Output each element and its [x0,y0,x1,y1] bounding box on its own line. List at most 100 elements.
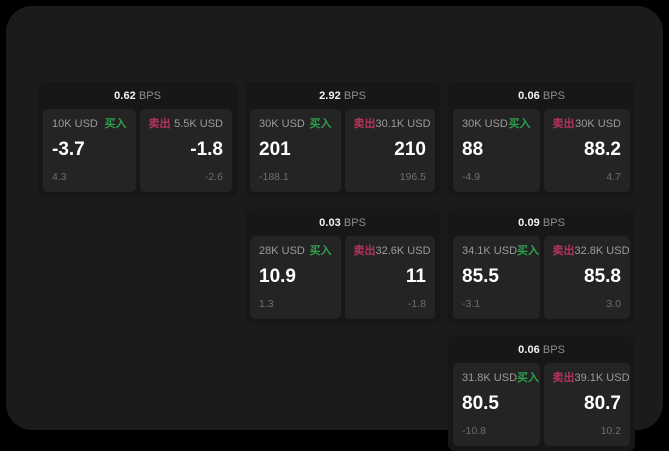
sell-price: 11 [405,266,426,287]
sell-panel[interactable]: 卖出 32.6K USD 11 -1.8 [344,236,435,319]
bps-value: 0.03 [319,217,341,229]
bps-value: 0.06 [518,90,540,102]
sell-tag: 卖出 [552,245,575,257]
sell-panel-top: 卖出 32.8K USD [552,245,630,258]
sell-delta: -1.8 [407,298,426,310]
sell-panel[interactable]: 卖出 30K USD 88.2 4.7 [543,109,630,192]
sell-panel-top: 卖出 39.1K USD [552,372,630,385]
sell-tag: 卖出 [353,245,376,257]
sell-price: 85.8 [584,266,621,287]
buy-delta: -4.9 [462,171,481,183]
bps-header: 0.06 BPS [453,88,630,109]
sell-delta: 3.0 [606,298,621,310]
buy-delta: 1.3 [259,298,274,310]
sell-panel-top: 卖出 30.1K USD [354,118,431,131]
buy-panel-top: 28K USD 买入 [259,245,332,258]
sell-size: 30.1K USD [375,118,431,130]
sell-size: 32.8K USD [574,245,630,257]
quote-column: 2.92 BPS 30K USD 买入 201 -188.1 卖出 30.1K USD 210 1… [245,82,440,324]
side-row: 30K USD 买入 201 -188.1 卖出 30.1K USD 210 196.5 [250,109,435,192]
sell-panel-top: 卖出 30K USD [553,118,622,131]
bps-value: 2.92 [319,90,341,102]
sell-size: 5.5K USD [174,118,223,130]
buy-size: 31.8K USD [462,372,518,384]
buy-tag: 买入 [517,245,540,257]
buy-panel[interactable]: 28K USD 买入 10.9 1.3 [250,236,341,319]
buy-panel[interactable]: 30K USD 买入 201 -188.1 [250,109,341,192]
sell-delta: 10.2 [600,425,621,437]
sell-tag: 卖出 [552,118,575,130]
side-row: 10K USD 买入 -3.7 4.3 卖出 5.5K USD -1.8 -2.6 [43,109,232,192]
sell-panel-top: 卖出 32.6K USD [353,245,431,258]
side-row: 34.1K USD 买入 85.5 -3.1 卖出 32.8K USD 85.8 3.0 [453,236,630,319]
bps-value: 0.09 [518,217,540,229]
buy-size: 28K USD [259,245,305,257]
quote-card[interactable]: 0.09 BPS 34.1K USD 买入 85.5 -3.1 卖出 32.8K USD 85.… [448,209,635,324]
buy-size: 34.1K USD [462,245,518,257]
buy-price: 10.9 [259,266,296,287]
sell-panel-top: 卖出 5.5K USD [149,118,224,131]
sell-delta: -2.6 [204,171,223,183]
buy-tag: 买入 [508,118,531,130]
buy-panel[interactable]: 34.1K USD 买入 85.5 -3.1 [453,236,540,319]
buy-delta: -10.8 [462,425,486,437]
bps-value: 0.62 [114,90,136,102]
sell-price: 210 [394,139,426,160]
bps-header: 2.92 BPS [250,88,435,109]
side-row: 31.8K USD 买入 80.5 -10.8 卖出 39.1K USD 80.7 10.2 [453,363,630,446]
app-surface: 0.62 BPS 10K USD 买入 -3.7 4.3 卖出 5.5K USD -1.8 -2.… [6,6,663,451]
bps-header: 0.03 BPS [250,215,435,236]
buy-size: 30K USD [462,118,508,130]
bps-header: 0.62 BPS [43,88,232,109]
sell-price: -1.8 [190,139,223,160]
bps-unit-label: BPS [138,90,161,102]
bps-unit-label: BPS [343,217,366,229]
bps-unit-label: BPS [542,217,565,229]
bps-unit-label: BPS [542,344,565,356]
quote-card[interactable]: 2.92 BPS 30K USD 买入 201 -188.1 卖出 30.1K USD 210 1… [245,82,440,197]
side-row: 28K USD 买入 10.9 1.3 卖出 32.6K USD 11 -1.8 [250,236,435,319]
bps-unit-label: BPS [343,90,366,102]
buy-delta: -3.1 [462,298,481,310]
sell-panel[interactable]: 卖出 39.1K USD 80.7 10.2 [543,363,630,446]
bps-value: 0.06 [518,344,540,356]
sell-tag: 卖出 [552,372,575,384]
buy-panel-top: 34.1K USD 买入 [462,245,539,258]
buy-panel[interactable]: 10K USD 买入 -3.7 4.3 [43,109,136,192]
buy-delta: 4.3 [52,171,67,183]
buy-delta: -188.1 [259,171,289,183]
bps-unit-label: BPS [542,90,565,102]
sell-panel[interactable]: 卖出 5.5K USD -1.8 -2.6 [139,109,232,192]
buy-tag: 买入 [517,372,540,384]
sell-size: 39.1K USD [574,372,630,384]
buy-panel-top: 30K USD 买入 [259,118,332,131]
buy-panel[interactable]: 30K USD 买入 88 -4.9 [453,109,540,192]
quote-card[interactable]: 0.03 BPS 28K USD 买入 10.9 1.3 卖出 32.6K USD 11 -1.8 [245,209,440,324]
buy-panel-top: 10K USD 买入 [52,118,127,131]
buy-price: 88 [462,139,484,160]
buy-tag: 买入 [309,118,332,130]
sell-panel[interactable]: 卖出 30.1K USD 210 196.5 [344,109,435,192]
buy-price: 201 [259,139,291,160]
buy-price: 80.5 [462,393,499,414]
sell-panel[interactable]: 卖出 32.8K USD 85.8 3.0 [543,236,630,319]
sell-tag: 卖出 [148,118,171,130]
buy-size: 10K USD [52,118,98,130]
quote-board: 0.62 BPS 10K USD 买入 -3.7 4.3 卖出 5.5K USD -1.8 -2.… [38,82,639,451]
sell-price: 80.7 [584,393,621,414]
quote-column: 0.06 BPS 30K USD 买入 88 -4.9 卖出 30K USD 88.2 4.7 0.… [448,82,635,451]
side-row: 30K USD 买入 88 -4.9 卖出 30K USD 88.2 4.7 [453,109,630,192]
buy-panel-top: 31.8K USD 买入 [462,372,539,385]
quote-card[interactable]: 0.62 BPS 10K USD 买入 -3.7 4.3 卖出 5.5K USD -1.8 -2.… [38,82,237,197]
sell-size: 32.6K USD [375,245,431,257]
quote-column: 0.62 BPS 10K USD 买入 -3.7 4.3 卖出 5.5K USD -1.8 -2.… [38,82,237,197]
buy-price: -3.7 [52,139,85,160]
quote-card[interactable]: 0.06 BPS 31.8K USD 买入 80.5 -10.8 卖出 39.1K USD 80… [448,336,635,451]
buy-tag: 买入 [104,118,127,130]
sell-price: 88.2 [584,139,621,160]
buy-size: 30K USD [259,118,305,130]
quote-card[interactable]: 0.06 BPS 30K USD 买入 88 -4.9 卖出 30K USD 88.2 4.7 [448,82,635,197]
buy-tag: 买入 [309,245,332,257]
buy-panel[interactable]: 31.8K USD 买入 80.5 -10.8 [453,363,540,446]
bps-header: 0.09 BPS [453,215,630,236]
